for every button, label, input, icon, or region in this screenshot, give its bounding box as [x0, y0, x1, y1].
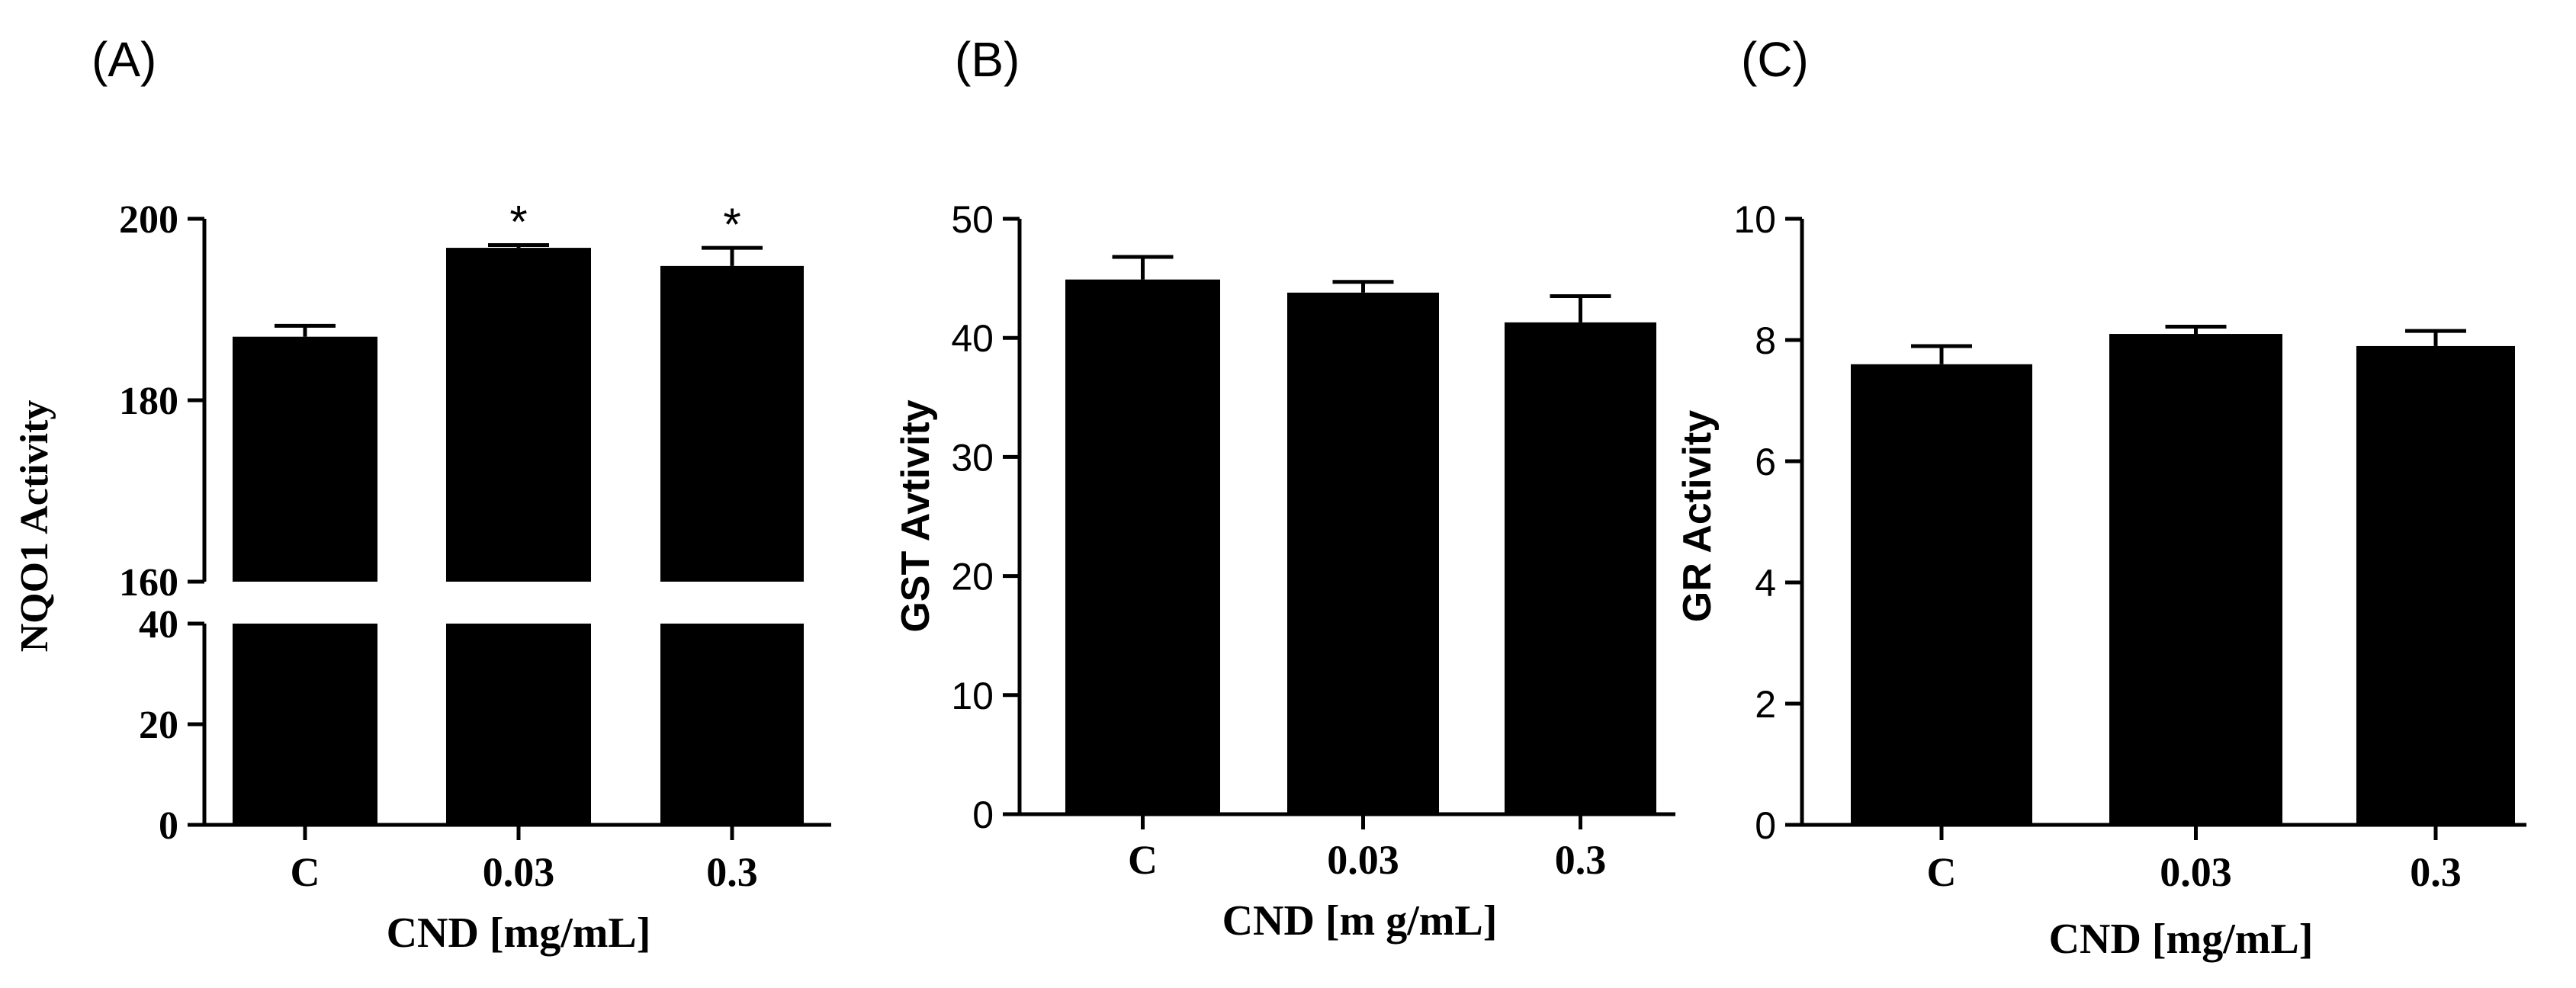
- y-tick-label: 8: [1755, 319, 1776, 362]
- y-tick-label: 0: [972, 794, 994, 836]
- significance-marker: *: [723, 199, 740, 250]
- x-tick-label: 0.03: [2160, 849, 2232, 895]
- chart-panel-2: (B) GST Avtivity CND [m g/mL] 0 10 20 30 40 50 C 0…: [894, 32, 1675, 945]
- bar-upper-0.3: [660, 265, 804, 582]
- chart-panel-1: (A) NQO1 Activity CND [mg/mL] 160 180 200 0 20 4…: [13, 32, 831, 957]
- panel-label: (A): [92, 32, 156, 87]
- y-tick-label: 200: [119, 198, 178, 242]
- x-tick-label: C: [1128, 837, 1158, 883]
- panel-label: (B): [955, 32, 1020, 87]
- y-tick-label: 4: [1755, 562, 1776, 605]
- y-tick-label: 160: [119, 561, 178, 605]
- x-tick-label: 0.03: [483, 849, 555, 895]
- y-tick-label: 2: [1755, 683, 1776, 726]
- panel-label: (C): [1741, 32, 1809, 87]
- y-tick-label: 0: [159, 804, 178, 848]
- bar-upper-0.03: [446, 248, 591, 582]
- x-axis-label: CND [mg/mL]: [387, 909, 651, 957]
- y-tick-label: 10: [1733, 198, 1776, 241]
- x-tick-label: C: [291, 849, 320, 895]
- bar-0.3: [2356, 345, 2515, 825]
- bar-C: [1065, 279, 1220, 814]
- y-axis-label: GST Avtivity: [894, 399, 938, 632]
- y-axis-label: GR Activity: [1675, 410, 1720, 622]
- bar-0.03: [2109, 334, 2282, 825]
- y-tick-label: 6: [1755, 441, 1776, 483]
- x-tick-label: 0.3: [706, 849, 758, 895]
- bar-upper-C: [233, 336, 377, 582]
- x-axis-label: CND [m g/mL]: [1222, 897, 1498, 945]
- y-tick-label: 30: [951, 436, 994, 479]
- x-tick-label: 0.3: [2410, 849, 2462, 895]
- bar-C: [1851, 364, 2032, 825]
- bar-0.3: [1505, 322, 1656, 814]
- y-axis-label: NQO1 Activity: [13, 400, 56, 653]
- bar-lower-0.3: [660, 624, 804, 825]
- y-tick-label: 20: [951, 556, 994, 598]
- bar-lower-0.03: [446, 624, 591, 825]
- y-tick-label: 180: [119, 380, 178, 423]
- x-axis-label: CND [mg/mL]: [2049, 916, 2314, 963]
- y-tick-label: 40: [139, 603, 178, 646]
- x-tick-label: 0.03: [1327, 837, 1399, 883]
- y-tick-label: 10: [951, 675, 994, 717]
- x-tick-label: 0.3: [1555, 837, 1607, 883]
- y-tick-label: 50: [951, 198, 994, 241]
- bar-0.03: [1287, 292, 1439, 814]
- bar-lower-C: [233, 624, 377, 825]
- chart-panel-3: (C) GR Activity CND [mg/mL] 0 2 4 6 8 10 C 0.03 0.3: [1675, 32, 2526, 963]
- significance-marker: *: [509, 197, 527, 248]
- y-tick-label: 40: [951, 317, 994, 360]
- x-tick-label: C: [1927, 849, 1957, 895]
- y-tick-label: 20: [139, 704, 178, 747]
- y-tick-label: 0: [1755, 804, 1776, 847]
